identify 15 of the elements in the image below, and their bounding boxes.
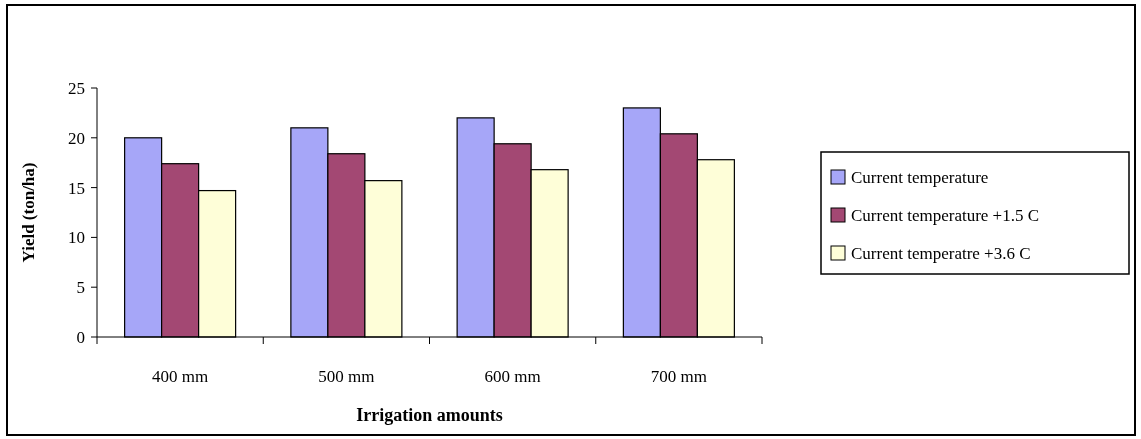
y-tick-label: 20 — [68, 128, 85, 148]
y-axis-title: Yield (ton/ha) — [19, 162, 38, 263]
legend-label: Current temperatre +3.6 C — [851, 243, 1031, 263]
y-tick-label: 15 — [68, 178, 85, 198]
y-tick-label: 0 — [76, 327, 85, 347]
x-tick-label: 700 mm — [650, 367, 707, 386]
x-tick-label: 600 mm — [484, 367, 541, 386]
legend-label: Current temperature — [851, 167, 989, 187]
x-axis-title: Irrigation amounts — [356, 405, 503, 425]
y-tick-label: 25 — [68, 78, 85, 98]
legend-label: Current temperature +1.5 C — [851, 205, 1040, 225]
x-tick-label: 500 mm — [318, 367, 375, 386]
y-tick-label: 10 — [68, 228, 85, 248]
x-tick-label: 400 mm — [152, 367, 209, 386]
y-tick-label: 5 — [76, 278, 85, 298]
